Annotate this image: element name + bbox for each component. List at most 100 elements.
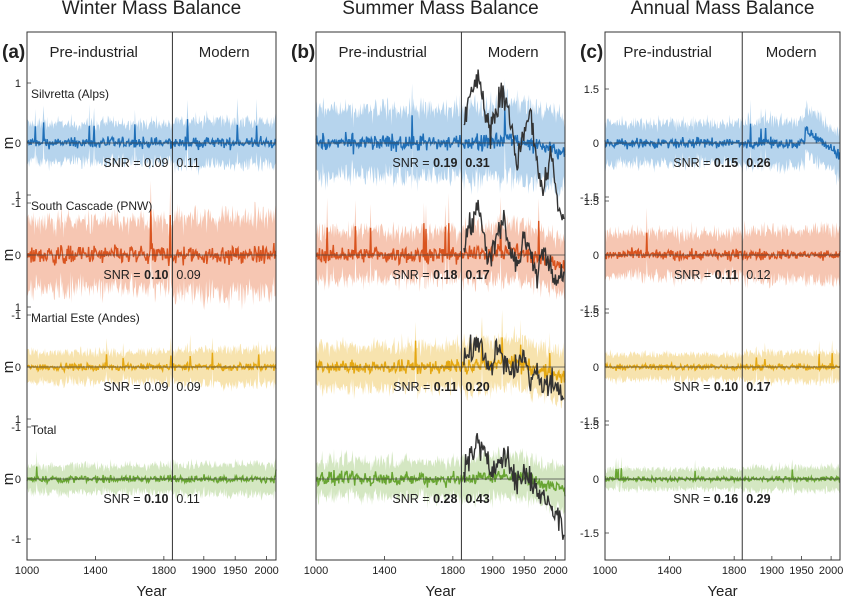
x-tick-label: 1400 — [83, 565, 107, 577]
series-silvretta: SNR = 0.19 0.31 — [315, 69, 566, 221]
x-tick-label: 1800 — [441, 565, 465, 577]
x-tick-label: 1000 — [15, 565, 39, 577]
y-tick-label: -1 — [11, 310, 21, 322]
x-tick-label: 1000 — [593, 565, 617, 577]
snr-modern: 0.11 — [176, 156, 199, 170]
snr-preindustrial: SNR = 0.10 — [673, 380, 738, 394]
series-silvretta: SNR = 0.15 0.26 1.5 0 -1.5 — [580, 84, 841, 204]
x-tick-label: 2000 — [543, 565, 567, 577]
snr-preindustrial: SNR = 0.11 — [674, 268, 738, 282]
y-tick-label: 0 — [15, 250, 21, 262]
snr-modern: 0.26 — [746, 156, 770, 170]
y-tick-label: -1.5 — [580, 416, 599, 428]
y-tick-label: 1.5 — [584, 308, 599, 320]
x-tick-label: 1400 — [657, 565, 681, 577]
era-label-modern: Modern — [766, 44, 817, 61]
y-tick-label: 1 — [15, 78, 21, 90]
mean-line — [315, 220, 566, 273]
era-label-modern: Modern — [488, 44, 539, 61]
y-tick-label: 0 — [593, 362, 599, 374]
snr-preindustrial: SNR = 0.09 — [103, 156, 168, 170]
snr-preindustrial: SNR = 0.09 — [103, 380, 168, 394]
era-label-preindustrial: Pre-industrial — [50, 44, 138, 61]
series-south: South Cascade (PNW) SNR = 0.10 0.09 1 0 -1 m — [0, 180, 277, 322]
x-tick-label: 1800 — [722, 565, 746, 577]
snr-modern: 0.11 — [176, 492, 199, 506]
snr-modern: 0.29 — [746, 492, 770, 506]
era-label-modern: Modern — [199, 44, 250, 61]
uncertainty-band — [605, 340, 840, 388]
snr-modern: 0.20 — [465, 380, 489, 394]
observation-line — [463, 433, 565, 540]
observation-line — [463, 334, 565, 401]
series-total: SNR = 0.16 0.29 1.5 0 -1.5 — [580, 420, 841, 540]
y-tick-label: 1 — [15, 190, 21, 202]
mean-line — [315, 337, 566, 383]
series-south: SNR = 0.18 0.17 — [315, 193, 566, 300]
x-tick-label: 1900 — [192, 565, 216, 577]
snr-modern: 0.12 — [746, 268, 770, 282]
snr-preindustrial: SNR = 0.15 — [673, 156, 738, 170]
y-axis-label: m — [0, 137, 17, 150]
uncertainty-band — [605, 207, 840, 289]
y-tick-label: 0 — [593, 138, 599, 150]
x-tick-label: 1950 — [512, 565, 536, 577]
y-tick-label: 0 — [15, 138, 21, 150]
observation-line — [463, 69, 565, 221]
snr-preindustrial: SNR = 0.19 — [392, 156, 457, 170]
x-tick-label: 1000 — [304, 565, 328, 577]
panel-label: (b) — [291, 42, 315, 63]
uncertainty-band — [605, 456, 840, 496]
snr-preindustrial: SNR = 0.16 — [673, 492, 738, 506]
panel-frame — [26, 31, 277, 561]
y-tick-label: 1.5 — [584, 196, 599, 208]
y-tick-label: 0 — [593, 474, 599, 486]
x-tick-label: 1800 — [152, 565, 176, 577]
panel-title: Annual Mass Balance — [631, 0, 815, 19]
snr-modern: 0.09 — [176, 268, 200, 282]
series-total: Total SNR = 0.10 0.11 1 0 -1 m — [0, 414, 277, 546]
x-tick-label: 2000 — [819, 565, 843, 577]
era-label-preindustrial: Pre-industrial — [339, 44, 427, 61]
y-tick-label: -1.5 — [580, 192, 599, 204]
panel-title: Winter Mass Balance — [62, 0, 242, 19]
snr-preindustrial: SNR = 0.18 — [392, 268, 457, 282]
snr-modern: 0.17 — [746, 380, 770, 394]
panel-2: Annual Mass Balance (c) Pre-industrial Mode… — [580, 0, 843, 596]
y-tick-label: 1 — [15, 302, 21, 314]
y-tick-label: -1.5 — [580, 304, 599, 316]
panel-title: Summer Mass Balance — [342, 0, 538, 19]
series-total: SNR = 0.28 0.43 — [316, 433, 566, 540]
snr-modern: 0.31 — [465, 156, 489, 170]
uncertainty-band — [316, 193, 565, 300]
uncertainty-band — [27, 98, 276, 176]
y-tick-label: 0 — [15, 362, 21, 374]
series-silvretta: Silvretta (Alps) SNR = 0.09 0.11 1 0 -1 m — [0, 78, 277, 210]
y-tick-label: 1.5 — [584, 420, 599, 432]
mean-line — [604, 123, 841, 160]
x-tick-label: 1900 — [481, 565, 505, 577]
y-tick-label: 0 — [593, 250, 599, 262]
observation-line — [463, 199, 565, 289]
y-tick-label: -1 — [11, 534, 21, 546]
series-south: SNR = 0.11 0.12 1.5 0 -1.5 — [580, 196, 841, 316]
snr-preindustrial: SNR = 0.10 — [103, 268, 168, 282]
snr-modern: 0.09 — [176, 380, 200, 394]
series-martial: SNR = 0.11 0.20 — [315, 309, 566, 409]
mean-line — [26, 119, 277, 151]
panel-0: Winter Mass Balance (a) Pre-industrial Mode… — [0, 0, 279, 596]
y-tick-label: 1 — [15, 414, 21, 426]
x-axis-label: Year — [425, 583, 455, 596]
glacier-name: Silvretta (Alps) — [31, 87, 109, 101]
snr-preindustrial: SNR = 0.11 — [393, 380, 457, 394]
x-tick-label: 1400 — [372, 565, 396, 577]
x-axis-label: Year — [707, 583, 737, 596]
uncertainty-band — [27, 451, 276, 501]
series-martial: SNR = 0.10 0.17 1.5 0 -1.5 — [580, 308, 841, 428]
y-tick-label: 1.5 — [584, 84, 599, 96]
uncertainty-band — [27, 334, 276, 392]
uncertainty-band — [316, 309, 565, 409]
y-axis-label: m — [0, 249, 17, 262]
glacier-name: Total — [31, 423, 56, 437]
